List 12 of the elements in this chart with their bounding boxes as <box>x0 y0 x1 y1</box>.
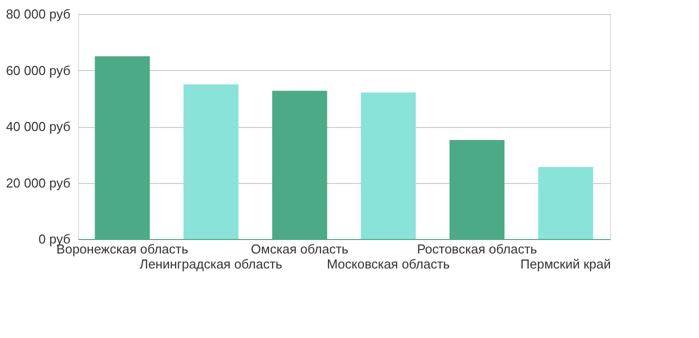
y-tick-label: 40 000 руб <box>6 119 70 134</box>
bar <box>538 167 594 239</box>
y-tick-label: 20 000 руб <box>6 175 70 190</box>
x-tick-label: Ленинградская область <box>140 256 283 272</box>
bar <box>184 84 238 239</box>
y-tick-label: 60 000 руб <box>6 62 70 78</box>
x-tick-label: Московская область <box>326 256 450 272</box>
x-tick-label: Пермский край <box>520 256 611 272</box>
y-tick-label: 80 000 руб <box>6 6 70 22</box>
x-tick-label: Ростовская область <box>416 242 538 256</box>
bar <box>360 92 416 239</box>
x-tick-label: Омская область <box>250 242 349 256</box>
